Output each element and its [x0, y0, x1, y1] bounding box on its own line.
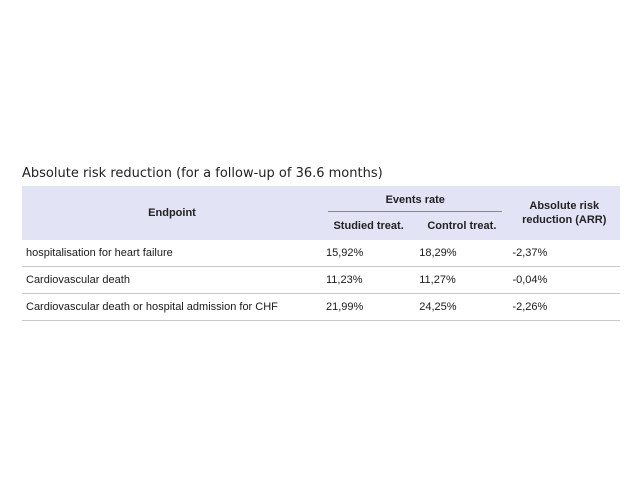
cell-studied: 15,92% [322, 240, 416, 267]
header-arr-line1: Absolute risk [529, 200, 600, 212]
header-arr-line2: reduction (ARR) [522, 214, 607, 226]
cell-endpoint: hospitalisation for heart failure [22, 240, 322, 267]
table-body: hospitalisation for heart failure 15,92%… [22, 240, 620, 321]
table-row: hospitalisation for heart failure 15,92%… [22, 240, 620, 267]
cell-control: 11,27% [415, 266, 509, 294]
header-control: Control treat. [415, 212, 509, 240]
cell-arr: -0,04% [508, 266, 620, 294]
risk-reduction-table: Endpoint Events rate Absolute risk reduc… [22, 186, 620, 321]
cell-endpoint: Cardiovascular death or hospital admissi… [22, 293, 322, 321]
header-arr: Absolute risk reduction (ARR) [508, 186, 620, 240]
cell-control: 18,29% [415, 240, 509, 267]
table-row: Cardiovascular death or hospital admissi… [22, 293, 620, 321]
header-endpoint: Endpoint [22, 186, 322, 240]
cell-control: 24,25% [415, 293, 509, 321]
cell-studied: 21,99% [322, 293, 416, 321]
risk-table-container: Absolute risk reduction (for a follow-up… [22, 164, 620, 321]
cell-arr: -2,37% [508, 240, 620, 267]
table-caption: Absolute risk reduction (for a follow-up… [22, 166, 383, 181]
header-studied: Studied treat. [322, 212, 416, 240]
cell-studied: 11,23% [322, 266, 416, 294]
cell-arr: -2,26% [508, 293, 620, 321]
cell-endpoint: Cardiovascular death [22, 266, 322, 294]
header-events-rate: Events rate [322, 186, 509, 212]
table-header: Endpoint Events rate Absolute risk reduc… [22, 186, 620, 240]
table-row: Cardiovascular death 11,23% 11,27% -0,04… [22, 266, 620, 294]
header-events-rate-label: Events rate [328, 194, 503, 212]
